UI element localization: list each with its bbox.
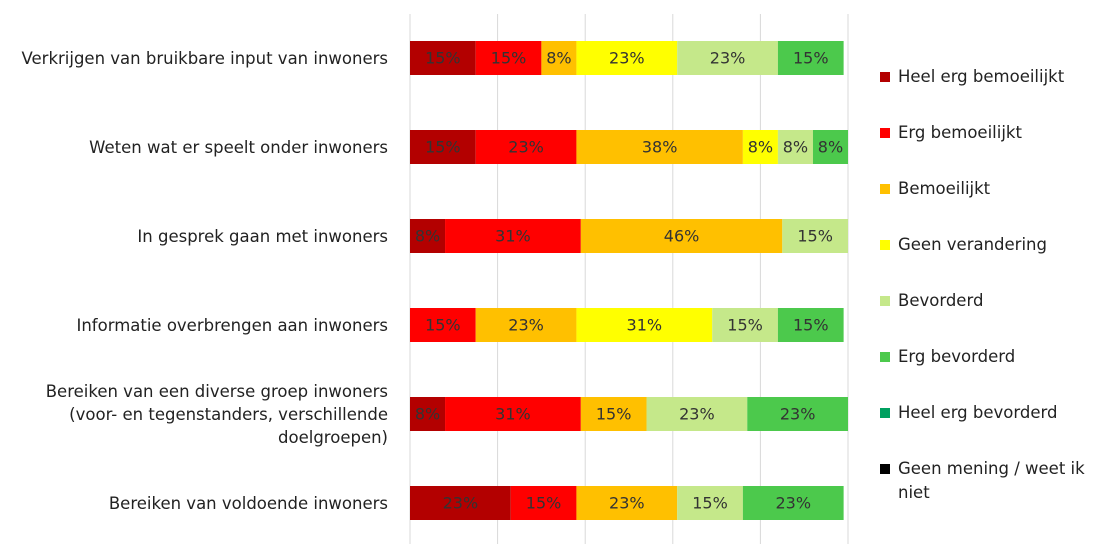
bar-segment bbox=[410, 397, 446, 431]
value-label: 23% bbox=[780, 405, 816, 424]
legend-swatch bbox=[880, 128, 890, 138]
legend-entry: Heel erg bemoeilijkt bbox=[880, 65, 1090, 89]
value-label: 15% bbox=[526, 494, 562, 513]
value-label: 23% bbox=[775, 494, 811, 513]
legend-swatch bbox=[880, 352, 890, 362]
legend-entry: Bemoeilijkt bbox=[880, 177, 1090, 201]
value-label: 38% bbox=[642, 138, 678, 157]
bar-segment bbox=[576, 130, 743, 164]
legend-label: Geen mening / weet ik niet bbox=[898, 459, 1085, 502]
value-label: 23% bbox=[609, 494, 645, 513]
bar-segment bbox=[576, 308, 713, 342]
value-label: 8% bbox=[415, 405, 440, 424]
legend-swatch bbox=[880, 184, 890, 194]
value-label: 31% bbox=[495, 405, 531, 424]
legend-entry: Geen mening / weet ik niet bbox=[880, 457, 1090, 505]
bar-segment bbox=[410, 486, 511, 520]
bar-segment bbox=[410, 130, 476, 164]
value-label: 15% bbox=[793, 49, 829, 68]
bar-segment bbox=[677, 41, 778, 75]
value-label: 8% bbox=[415, 227, 440, 246]
value-label: 23% bbox=[609, 49, 645, 68]
bar-segment bbox=[677, 486, 743, 520]
value-label: 46% bbox=[664, 227, 700, 246]
bar-segment bbox=[445, 397, 581, 431]
legend-entry: Geen verandering bbox=[880, 233, 1090, 257]
bar-segment bbox=[747, 397, 848, 431]
legend-label: Heel erg bemoeilijkt bbox=[898, 67, 1065, 86]
value-label: 31% bbox=[627, 316, 663, 335]
bar-segment bbox=[782, 219, 848, 253]
legend-swatch bbox=[880, 464, 890, 474]
value-label: 15% bbox=[491, 49, 527, 68]
legend-entry: Erg bemoeilijkt bbox=[880, 121, 1090, 145]
legend-swatch bbox=[880, 240, 890, 250]
legend-label: Geen verandering bbox=[898, 235, 1047, 254]
bar-segment bbox=[410, 219, 446, 253]
y-tick-label: Bereiken van voldoende inwoners bbox=[108, 493, 388, 513]
bar-segment bbox=[777, 308, 844, 342]
bar-segment bbox=[475, 130, 577, 164]
legend-label: Erg bevorderd bbox=[898, 347, 1016, 366]
bar-segment bbox=[742, 130, 778, 164]
value-label: 15% bbox=[596, 405, 632, 424]
bar-segment bbox=[410, 41, 476, 75]
value-label: 8% bbox=[748, 138, 773, 157]
legend-label: Bevorderd bbox=[898, 291, 984, 310]
value-label: 23% bbox=[508, 138, 544, 157]
value-label: 15% bbox=[425, 316, 461, 335]
value-label: 15% bbox=[425, 49, 461, 68]
value-label: 23% bbox=[710, 49, 746, 68]
value-label: 31% bbox=[495, 227, 531, 246]
legend-swatch bbox=[880, 408, 890, 418]
y-tick-label: In gesprek gaan met inwoners bbox=[137, 226, 388, 246]
value-label: 23% bbox=[443, 494, 479, 513]
bar-segment bbox=[580, 219, 783, 253]
bar-segment bbox=[777, 130, 813, 164]
bar-segment bbox=[576, 486, 678, 520]
value-label: 8% bbox=[783, 138, 808, 157]
bar-segment bbox=[475, 41, 542, 75]
value-label: 15% bbox=[793, 316, 829, 335]
bar-segment bbox=[812, 130, 848, 164]
legend-entry: Erg bevorderd bbox=[880, 345, 1090, 369]
legend-swatch bbox=[880, 72, 890, 82]
bar-segment bbox=[580, 397, 647, 431]
y-tick-label: Verkrijgen van bruikbare input van inwon… bbox=[21, 48, 389, 68]
bar-segment bbox=[777, 41, 844, 75]
legend-swatch bbox=[880, 296, 890, 306]
bar-segment bbox=[646, 397, 748, 431]
y-tick-label: Informatie overbrengen aan inwoners bbox=[76, 315, 388, 335]
value-label: 15% bbox=[692, 494, 728, 513]
value-label: 15% bbox=[425, 138, 461, 157]
bar-segment bbox=[712, 308, 778, 342]
value-label: 23% bbox=[679, 405, 715, 424]
value-label: 15% bbox=[727, 316, 763, 335]
y-tick-label: Bereiken van een diverse groep inwoners … bbox=[45, 381, 388, 447]
value-label: 8% bbox=[546, 49, 571, 68]
bar-segment bbox=[742, 486, 844, 520]
bar-segment bbox=[541, 41, 577, 75]
legend-entry: Heel erg bevorderd bbox=[880, 401, 1090, 425]
legend-label: Bemoeilijkt bbox=[898, 179, 991, 198]
bar-segment bbox=[445, 219, 581, 253]
value-label: 8% bbox=[818, 138, 843, 157]
bar-segment bbox=[410, 308, 476, 342]
legend-label: Erg bemoeilijkt bbox=[898, 123, 1022, 142]
bar-segment bbox=[576, 41, 678, 75]
bar-segment bbox=[475, 308, 577, 342]
value-label: 23% bbox=[508, 316, 544, 335]
value-label: 15% bbox=[797, 227, 833, 246]
legend-label: Heel erg bevorderd bbox=[898, 403, 1058, 422]
legend-entry: Bevorderd bbox=[880, 289, 1090, 313]
y-tick-label: Weten wat er speelt onder inwoners bbox=[89, 137, 388, 157]
bar-segment bbox=[510, 486, 577, 520]
